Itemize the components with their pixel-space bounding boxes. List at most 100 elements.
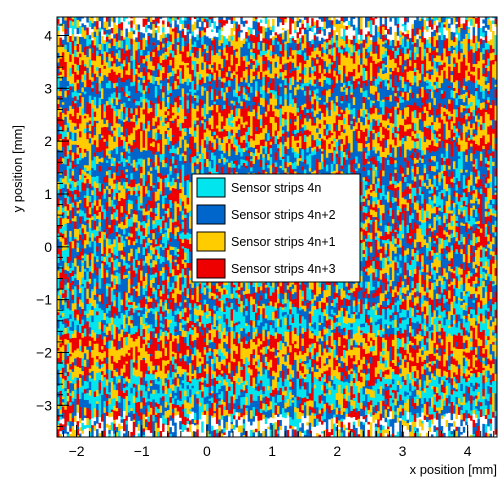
strip-cell: [74, 432, 77, 438]
strip-cell: [61, 402, 65, 407]
strip-cell: [123, 406, 126, 411]
strip-cell: [96, 343, 99, 349]
strip-cell: [191, 27, 195, 32]
strip-cell: [71, 105, 75, 109]
strip-cell: [59, 336, 63, 340]
strip-cell: [184, 100, 187, 109]
strip-cell: [179, 112, 182, 121]
strip-cell: [105, 76, 109, 84]
strip-cell: [176, 226, 180, 233]
strip-cell: [110, 334, 114, 341]
strip-cell: [79, 72, 82, 80]
strip-cell: [154, 148, 158, 152]
strip-cell: [198, 361, 202, 366]
strip-cell: [93, 93, 97, 97]
strip-cell: [159, 226, 163, 230]
strip-cell: [98, 182, 102, 192]
strip-cell: [181, 242, 185, 247]
strip-cell: [130, 203, 134, 210]
strip-cell: [159, 109, 163, 117]
strip-cell: [140, 151, 143, 159]
strip-cell: [189, 344, 192, 350]
strip-cell: [137, 269, 141, 275]
strip-cell: [159, 263, 163, 271]
strip-cell: [176, 26, 180, 34]
strip-cell: [118, 72, 121, 78]
strip-cell: [113, 105, 116, 112]
strip-cell: [113, 415, 116, 420]
strip-cell: [130, 125, 134, 131]
strip-cell: [71, 368, 75, 372]
strip-cell: [120, 87, 124, 92]
strip-cell: [59, 225, 63, 229]
strip-cell: [91, 280, 94, 290]
strip-cell: [125, 111, 129, 118]
strip-cell: [149, 287, 153, 297]
strip-cell: [164, 401, 168, 408]
strip-cell: [115, 330, 119, 335]
strip-cell: [118, 227, 121, 235]
strip-cell: [189, 102, 192, 111]
strip-cell: [118, 153, 121, 157]
strip-cell: [69, 330, 72, 339]
strip-cell: [142, 343, 146, 347]
strip-cell: [88, 271, 92, 279]
strip-cell: [174, 167, 178, 174]
strip-cell: [113, 275, 116, 279]
strip-cell: [157, 332, 160, 339]
strip-cell: [149, 361, 153, 366]
strip-cell: [110, 133, 114, 137]
strip-cell: [132, 421, 136, 428]
strip-cell: [174, 302, 178, 307]
strip-cell: [81, 198, 85, 203]
strip-cell: [110, 206, 114, 215]
strip-cell: [191, 394, 195, 403]
strip-cell: [130, 60, 134, 69]
strip-cell: [157, 151, 160, 158]
strip-cell: [110, 163, 114, 166]
strip-cell: [152, 308, 156, 315]
strip-cell: [145, 72, 148, 80]
strip-cell: [69, 338, 72, 343]
strip-cell: [181, 96, 185, 105]
strip-cell: [66, 57, 70, 66]
strip-cell: [79, 410, 82, 419]
strip-cell: [120, 294, 124, 300]
strip-cell: [105, 56, 109, 63]
strip-cell: [179, 376, 182, 385]
strip-cell: [98, 255, 102, 262]
strip-cell: [113, 246, 116, 255]
strip-cell: [169, 417, 173, 421]
strip-cell: [206, 169, 209, 176]
strip-cell: [157, 278, 160, 285]
strip-cell: [147, 171, 151, 176]
strip-cell: [81, 294, 85, 303]
strip-cell: [98, 261, 102, 269]
strip-cell: [69, 401, 72, 406]
strip-cell: [86, 27, 90, 36]
strip-cell: [125, 363, 129, 369]
strip-cell: [198, 397, 202, 403]
strip-cell: [108, 358, 112, 363]
strip-cell: [135, 230, 138, 240]
strip-cell: [120, 428, 124, 438]
strip-cell: [91, 60, 94, 66]
strip-cell: [152, 432, 156, 438]
strip-cell: [86, 141, 90, 147]
strip-cell: [169, 430, 173, 434]
strip-cell: [164, 385, 168, 395]
strip-cell: [71, 275, 75, 281]
strip-cell: [196, 356, 200, 362]
strip-cell: [118, 127, 121, 135]
strip-cell: [186, 333, 190, 340]
strip-cell: [66, 227, 70, 232]
strip-cell: [101, 309, 104, 315]
strip-cell: [181, 368, 185, 375]
strip-cell: [147, 35, 151, 45]
strip-cell: [130, 27, 134, 32]
strip-cell: [206, 386, 209, 394]
strip-cell: [66, 218, 70, 224]
strip-cell: [208, 310, 212, 316]
strip-cell: [147, 142, 151, 151]
strip-cell: [93, 351, 97, 358]
